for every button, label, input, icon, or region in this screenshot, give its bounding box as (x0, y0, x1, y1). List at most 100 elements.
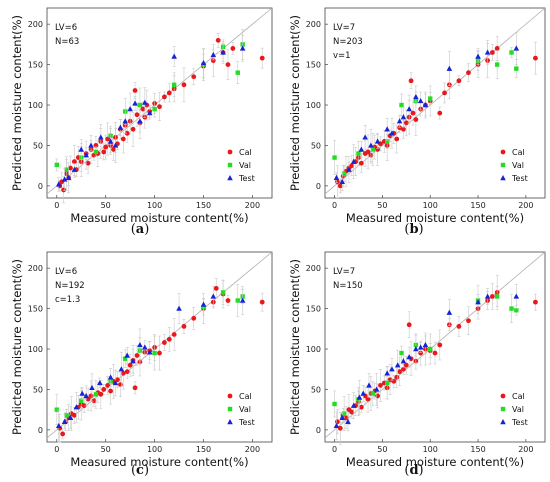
data-point-test (73, 404, 80, 410)
series-test (55, 35, 246, 194)
data-point-test (446, 309, 453, 315)
data-point-cal (161, 94, 167, 100)
legend-label: Cal (512, 392, 525, 401)
x-tick-label: 0 (54, 445, 59, 454)
panel-caption: (c) (131, 463, 149, 478)
data-point-test (339, 414, 346, 420)
data-point-cal (406, 322, 412, 328)
y-tick-label: 50 (311, 385, 321, 394)
data-point-cal (337, 425, 343, 431)
data-point-cal (115, 377, 120, 383)
y-tick-label: 150 (28, 61, 43, 70)
data-point-test (384, 370, 390, 376)
data-point-test (142, 99, 148, 105)
legend-marker-cal (500, 149, 506, 155)
data-point-cal (343, 415, 349, 421)
data-point-test (171, 53, 177, 59)
data-point-cal (68, 165, 73, 171)
legend-label: Test (238, 174, 255, 183)
data-point-cal (85, 160, 91, 166)
model-annotation: LV=7 (333, 23, 355, 33)
y-tick-label: 200 (28, 20, 43, 29)
panel-caption-letter: c (136, 463, 144, 478)
data-point-cal (349, 163, 355, 169)
data-point-test (107, 138, 114, 144)
data-point-val (235, 298, 240, 303)
series-cal (57, 33, 265, 204)
data-point-val (356, 151, 361, 156)
data-point-test (71, 166, 78, 172)
data-point-cal (127, 362, 133, 368)
x-tick-label: 100 (147, 445, 162, 454)
x-tick-label: 100 (423, 201, 438, 210)
x-tick-label: 0 (332, 445, 337, 454)
legend-label: Cal (239, 392, 252, 401)
data-point-test (360, 390, 367, 396)
data-point-cal (120, 370, 126, 376)
data-point-test (107, 374, 114, 380)
x-axis-title: Measured moisture content(%) (346, 211, 524, 225)
data-point-val (64, 413, 69, 418)
data-point-test (132, 100, 138, 106)
data-point-cal (230, 46, 236, 51)
data-point-cal (456, 78, 462, 84)
data-point-test (484, 49, 491, 55)
legend-label: Test (511, 418, 528, 427)
data-point-cal (394, 136, 400, 142)
data-point-test (142, 344, 148, 350)
data-point-cal (365, 149, 371, 155)
data-point-val (64, 167, 69, 172)
legend-label: Test (511, 174, 528, 183)
data-point-val (370, 147, 376, 152)
data-point-cal (71, 159, 77, 165)
x-tick-label: 150 (470, 445, 485, 454)
legend: Cal Val Test (227, 392, 255, 427)
y-tick-label: 0 (38, 426, 43, 435)
data-point-test (362, 134, 368, 140)
data-point-test (413, 93, 419, 100)
data-point-val (428, 96, 433, 101)
legend-marker-test (227, 419, 233, 425)
plot-frame (46, 251, 273, 443)
data-point-test (475, 53, 481, 59)
x-tick-label: 200 (245, 201, 260, 210)
data-point-test (422, 341, 429, 348)
x-tick-label: 200 (245, 445, 260, 454)
data-point-test (79, 390, 86, 396)
panel-caption: (a) (131, 222, 150, 237)
data-point-test (333, 174, 340, 180)
data-point-test (78, 146, 85, 152)
data-point-cal (358, 160, 364, 166)
data-point-val (93, 392, 99, 397)
data-point-test (83, 152, 89, 158)
data-point-cal (413, 117, 419, 122)
legend-label: Cal (512, 148, 525, 157)
series-test (333, 284, 520, 441)
data-point-test (200, 301, 207, 307)
data-point-test (146, 349, 153, 355)
data-point-cal (181, 82, 187, 88)
series-test (333, 32, 520, 192)
data-point-cal (101, 149, 107, 155)
data-point-cal (456, 323, 462, 329)
data-point-cal (358, 404, 364, 410)
legend-marker-val (227, 406, 233, 412)
legend: Cal Val Test (227, 148, 255, 183)
data-point-cal (437, 110, 443, 116)
data-point-val (494, 294, 500, 299)
data-point-cal (111, 147, 116, 152)
plot-frame (46, 7, 273, 199)
data-point-cal (466, 70, 471, 76)
data-point-cal (418, 350, 424, 356)
data-point-test (112, 379, 119, 386)
x-axis-title: Measured moisture content(%) (70, 211, 248, 225)
model-annotation: LV=6 (55, 267, 77, 277)
data-point-test (394, 362, 401, 368)
data-point-test (389, 130, 395, 136)
x-tick-label: 50 (101, 201, 111, 210)
data-point-test (413, 346, 419, 352)
data-point-test (513, 293, 520, 299)
model-annotation: N=192 (55, 281, 85, 291)
